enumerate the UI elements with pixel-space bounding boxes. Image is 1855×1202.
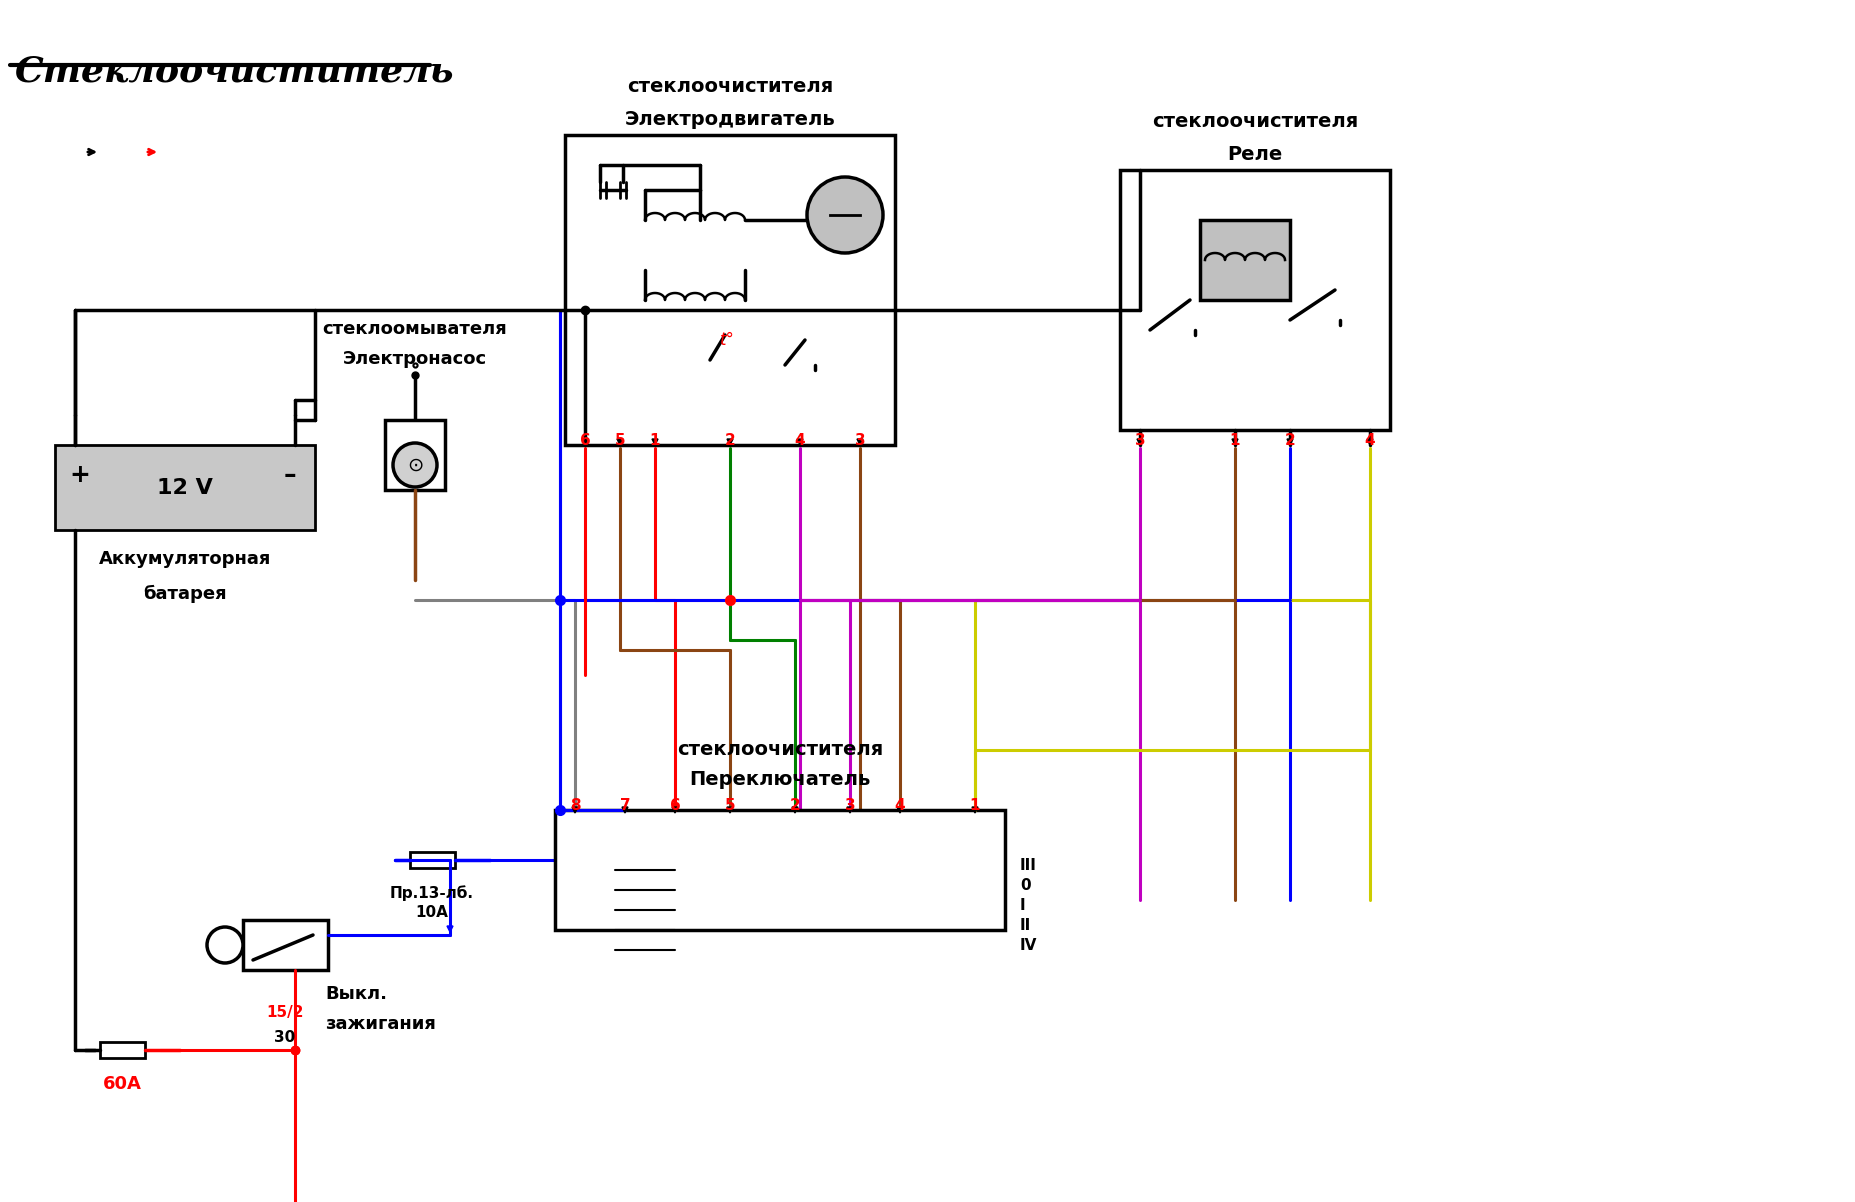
Polygon shape [621, 807, 629, 813]
Text: 1: 1 [970, 798, 979, 813]
Bar [386, 419, 445, 490]
Polygon shape [727, 439, 733, 445]
Text: 30: 30 [275, 1030, 295, 1045]
Bar [243, 920, 328, 970]
Bar [555, 810, 1005, 930]
Bar [56, 445, 315, 530]
Polygon shape [651, 439, 659, 445]
Polygon shape [792, 807, 798, 813]
Polygon shape [1137, 439, 1143, 445]
Polygon shape [447, 926, 453, 932]
Text: 4: 4 [1365, 433, 1375, 448]
Text: II: II [1020, 917, 1031, 933]
Polygon shape [727, 807, 733, 813]
Text: зажигания: зажигания [325, 1014, 436, 1033]
Circle shape [208, 927, 243, 963]
Text: IV: IV [1020, 938, 1037, 952]
Polygon shape [857, 439, 863, 445]
Text: стеклоочистителя: стеклоочистителя [677, 740, 883, 758]
Text: 10А: 10А [416, 905, 449, 920]
Text: 6: 6 [670, 798, 681, 813]
Text: 7: 7 [620, 798, 631, 813]
Text: 3: 3 [1135, 433, 1145, 448]
Bar [1120, 169, 1389, 430]
Text: стеклоомывателя: стеклоомывателя [323, 320, 508, 338]
Text: I: I [1020, 898, 1026, 912]
Text: Электронасос: Электронасос [343, 350, 488, 368]
Text: +: + [70, 463, 91, 487]
Polygon shape [848, 807, 853, 813]
Text: Выкл.: Выкл. [325, 984, 388, 1002]
Text: 2: 2 [1286, 433, 1295, 448]
Text: стеклоочистителя: стеклоочистителя [1152, 112, 1358, 131]
Text: ⊙: ⊙ [406, 456, 423, 475]
Text: t°: t° [720, 331, 735, 349]
Text: 15/2: 15/2 [267, 1005, 304, 1020]
Text: Пр.13-лб.: Пр.13-лб. [390, 885, 475, 900]
Text: батарея: батарея [143, 585, 226, 603]
Text: 12 V: 12 V [158, 477, 213, 498]
Text: Электродвигатель: Электродвигатель [625, 111, 835, 129]
Text: 8: 8 [569, 798, 581, 813]
Bar [566, 135, 894, 445]
Text: 5: 5 [725, 798, 735, 813]
Text: 1: 1 [649, 433, 660, 448]
Text: –: – [284, 463, 297, 487]
Polygon shape [618, 439, 623, 445]
Text: 60А: 60А [102, 1075, 141, 1093]
Text: стеклоочистителя: стеклоочистителя [627, 77, 833, 96]
Text: Переключатель: Переключатель [690, 770, 870, 789]
Polygon shape [1232, 439, 1237, 445]
Text: 3: 3 [844, 798, 855, 813]
Polygon shape [972, 807, 978, 813]
Bar [1200, 220, 1289, 300]
Text: 4: 4 [894, 798, 905, 813]
Text: 1: 1 [1230, 433, 1241, 448]
Polygon shape [1287, 439, 1293, 445]
Polygon shape [672, 807, 677, 813]
Circle shape [393, 444, 438, 487]
Circle shape [807, 177, 883, 252]
Text: III: III [1020, 857, 1037, 873]
Text: 0: 0 [1020, 877, 1031, 893]
Text: Аккумуляторная: Аккумуляторная [98, 551, 271, 569]
Text: 3: 3 [855, 433, 864, 448]
Polygon shape [798, 439, 803, 445]
Polygon shape [898, 807, 903, 813]
Text: Стеклоочиститель: Стеклоочиститель [15, 55, 454, 89]
Bar [100, 1042, 145, 1058]
Text: 5: 5 [614, 433, 625, 448]
Text: 2: 2 [725, 433, 735, 448]
Text: 6: 6 [579, 433, 590, 448]
Polygon shape [1367, 439, 1373, 445]
Bar [410, 852, 454, 868]
Text: 4: 4 [794, 433, 805, 448]
Polygon shape [571, 807, 579, 813]
Text: Реле: Реле [1228, 145, 1282, 163]
Text: 2: 2 [790, 798, 800, 813]
Polygon shape [582, 439, 588, 445]
